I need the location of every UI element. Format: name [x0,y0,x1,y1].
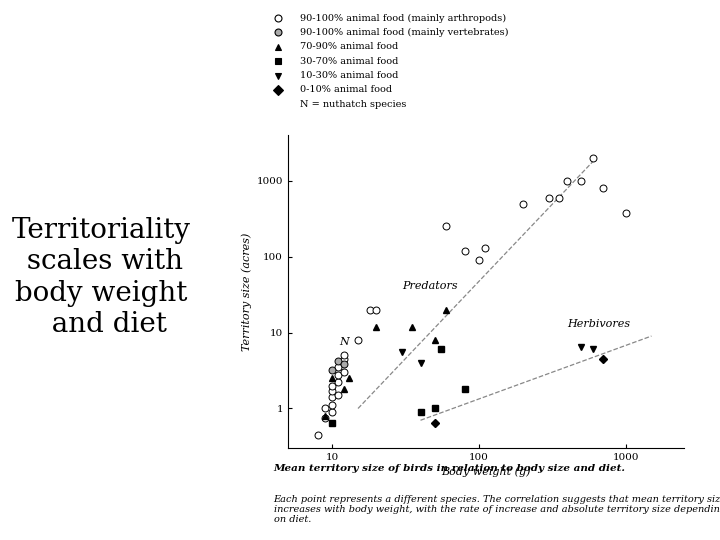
Text: 30-70% animal food: 30-70% animal food [300,57,398,66]
X-axis label: Body weight (g): Body weight (g) [441,466,531,477]
Text: N: N [339,337,348,347]
Text: 90-100% animal food (mainly vertebrates): 90-100% animal food (mainly vertebrates) [300,28,508,37]
Text: 90-100% animal food (mainly arthropods): 90-100% animal food (mainly arthropods) [300,14,505,23]
Text: 70-90% animal food: 70-90% animal food [300,42,397,51]
Y-axis label: Territory size (acres): Territory size (acres) [242,232,253,351]
Text: Herbivores: Herbivores [567,320,630,329]
Text: Territoriality
 scales with
body weight
  and diet: Territoriality scales with body weight a… [12,217,190,338]
Text: 0-10% animal food: 0-10% animal food [300,85,392,94]
Text: Predators: Predators [402,281,458,291]
Text: 10-30% animal food: 10-30% animal food [300,71,398,80]
Text: Each point represents a different species. The correlation suggests that mean te: Each point represents a different specie… [274,495,720,524]
Text: N = nuthatch species: N = nuthatch species [300,100,406,109]
Text: Mean territory size of birds in relation to body size and diet.: Mean territory size of birds in relation… [274,464,626,474]
